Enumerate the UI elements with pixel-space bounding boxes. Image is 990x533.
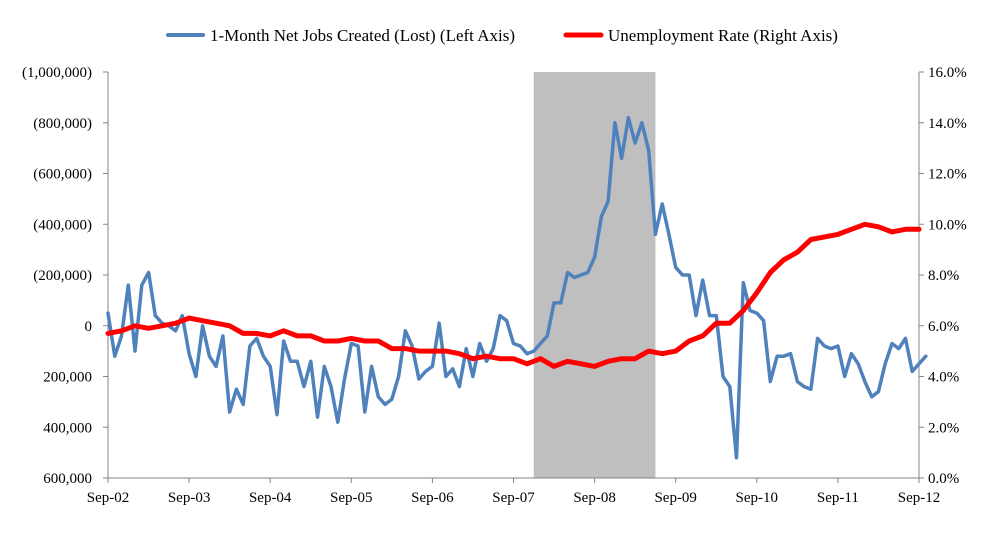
plot-area: (1,000,000) (800,000) (600,000) (400,000) (2…: [22, 65, 967, 506]
left-axis-tick-label: 0: [85, 319, 93, 335]
right-axis-tick-label: 2.0%: [928, 420, 959, 436]
right-axis-tick-label: 4.0%: [928, 370, 959, 386]
right-axis-tick-label: 0.0%: [928, 471, 959, 487]
left-axis-tick-label: (1,000,000): [22, 65, 92, 81]
right-axis-tick-label: 16.0%: [928, 65, 967, 81]
x-axis-tick-label: Sep-06: [411, 490, 454, 506]
legend-label-jobs: 1-Month Net Jobs Created (Lost) (Left Ax…: [210, 26, 515, 45]
x-axis-tick-label: Sep-08: [573, 490, 616, 506]
x-axis-tick-label: Sep-12: [898, 490, 941, 506]
legend-label-unemployment: Unemployment Rate (Right Axis): [608, 26, 838, 45]
left-axis-tick-label: (200,000): [33, 268, 92, 284]
x-axis-tick-label: Sep-11: [817, 490, 859, 506]
left-axis-tick-label: 400,000: [43, 420, 92, 436]
right-axis-tick-label: 14.0%: [928, 116, 967, 132]
left-axis-tick-label: 200,000: [43, 370, 92, 386]
left-axis-tick-label: (600,000): [33, 167, 92, 183]
x-axis-tick-label: Sep-09: [654, 490, 697, 506]
right-axis-tick-label: 10.0%: [928, 217, 967, 233]
left-axis-tick-label: 600,000: [43, 471, 92, 487]
x-axis-tick-label: Sep-05: [330, 490, 373, 506]
x-axis-tick-label: Sep-04: [249, 490, 292, 506]
left-axis-tick-label: (800,000): [33, 116, 92, 132]
left-axis-tick-label: (400,000): [33, 217, 92, 233]
chart: 1-Month Net Jobs Created (Lost) (Left Ax…: [0, 0, 990, 533]
x-axis-tick-label: Sep-02: [87, 490, 130, 506]
x-axis-tick-label: Sep-07: [492, 490, 535, 506]
right-axis-tick-label: 8.0%: [928, 268, 959, 284]
x-axis-tick-label: Sep-10: [736, 490, 779, 506]
series-line-net-jobs: [108, 118, 926, 458]
right-axis-tick-label: 6.0%: [928, 319, 959, 335]
right-axis-tick-label: 12.0%: [928, 167, 967, 183]
x-axis-tick-label: Sep-03: [168, 490, 211, 506]
legend: 1-Month Net Jobs Created (Lost) (Left Ax…: [168, 26, 838, 45]
